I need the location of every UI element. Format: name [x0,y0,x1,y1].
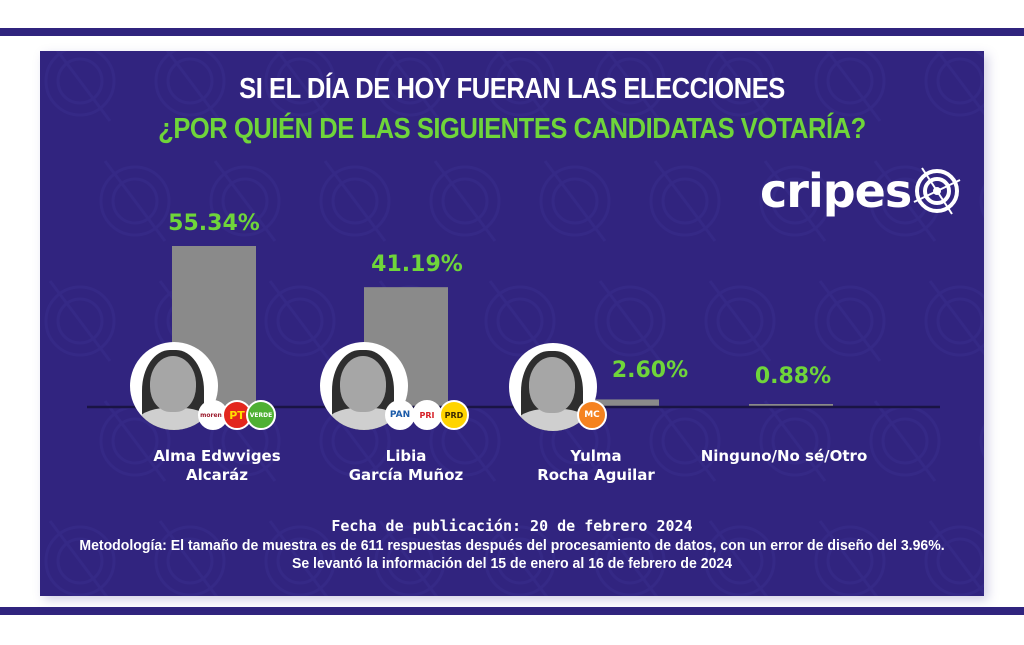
logo-text: cripes [760,164,912,218]
name-line-1: Libia [385,447,427,465]
publication-date: Fecha de publicación: 20 de febrero 2024 [331,517,693,535]
movimiento-ciudadano-logo-icon: MC [577,400,607,430]
bottom-stripe [0,607,1024,615]
value-label-ninguno: 0.88% [755,364,831,389]
title-line-2: ¿POR QUIÉN DE LAS SIGUIENTES CANDIDATAS … [158,113,866,145]
target-crosshair-icon [913,167,961,215]
poll-panel: SI EL DÍA DE HOY FUERAN LAS ELECCIONES ¿… [40,51,984,596]
top-stripe [0,28,1024,36]
candidate-name-yulma: Yulma Rocha Aguilar [496,447,696,485]
title-line-1: SI EL DÍA DE HOY FUERAN LAS ELECCIONES [239,73,785,105]
bar-chart: 55.34% 41.19% 2.60% 0.88% [87,211,940,409]
verde-logo-icon: VERDE [246,400,276,430]
background-pattern [44,51,984,596]
name-line-1: Yulma [570,447,622,465]
value-label-yulma: 2.60% [612,358,688,383]
candidate-photo-libia [320,342,408,430]
name-line-2: Alcaráz [185,466,248,484]
pan-logo-icon: PAN [385,400,415,430]
value-label-libia: 41.19% [371,252,463,277]
option-name-ninguno: Ninguno/No sé/Otro [674,447,894,466]
value-label-alma: 55.34% [168,211,260,236]
name-line-2: García Muñoz [348,466,464,484]
name-line-1: Alma Edwviges [153,447,281,465]
candidate-name-alma: Alma Edwviges Alcaráz [117,447,317,485]
methodology-note: Metodología: El tamaño de muestra es de … [79,538,945,572]
name-line-2: Rocha Aguilar [537,466,655,484]
candidate-name-libia: Libia García Muñoz [306,447,506,485]
name-line-1: Ninguno/No sé/Otro [700,447,868,465]
bar-yulma [575,399,659,407]
bar-ninguno [749,404,833,407]
cripeso-logo: cripes [760,164,961,218]
prd-logo-icon: PRD [439,400,469,430]
pri-logo-icon: PRI [412,400,442,430]
